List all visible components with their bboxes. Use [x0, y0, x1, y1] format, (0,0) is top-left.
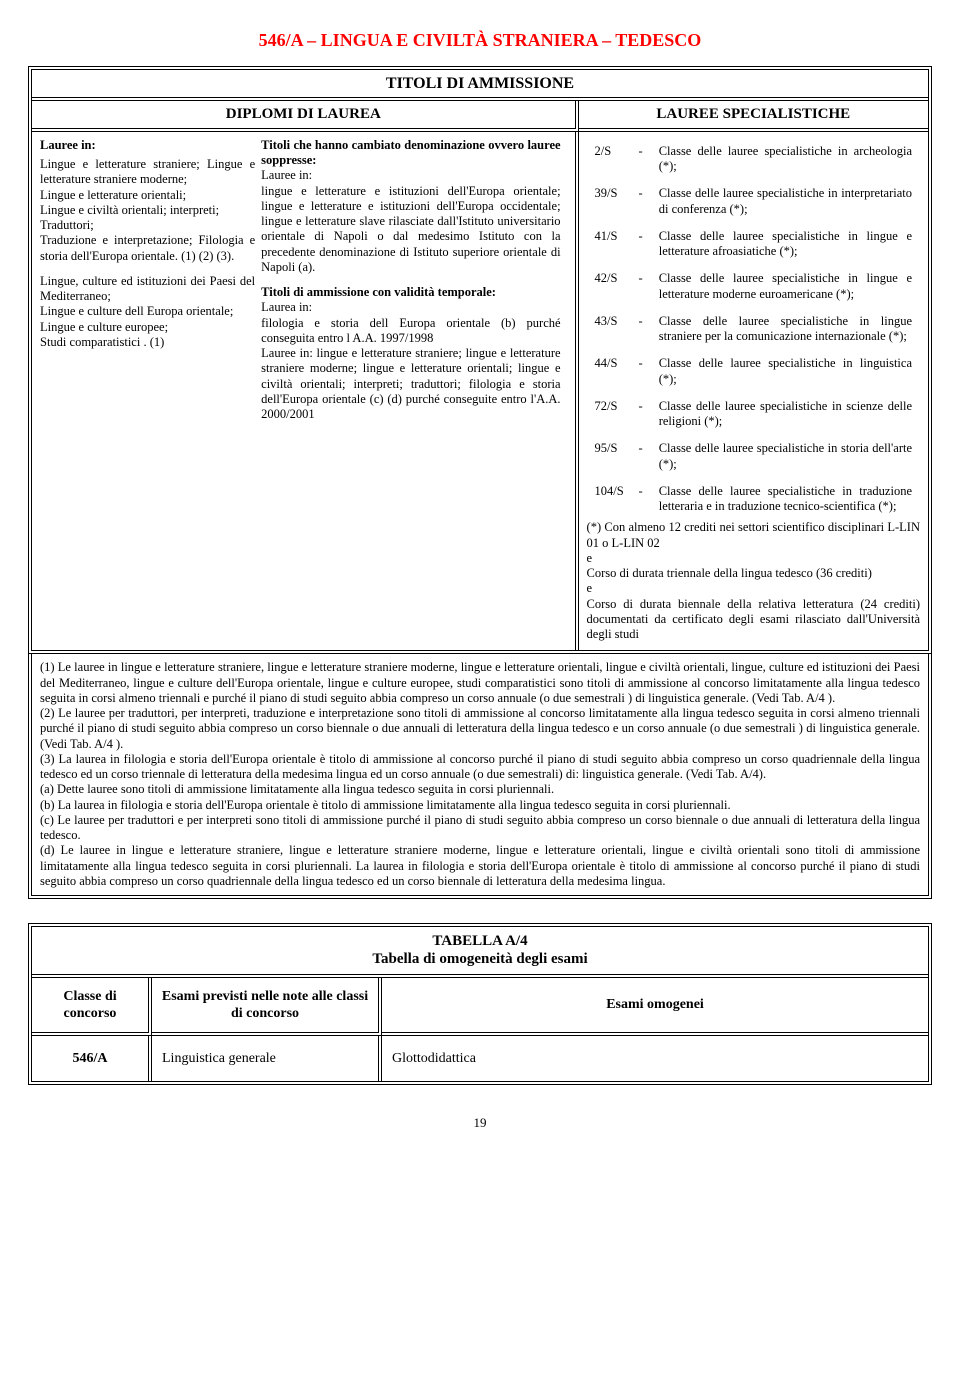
- page-number: 19: [28, 1115, 932, 1131]
- spec-text: Classe delle lauree specialistiche in ar…: [651, 138, 920, 181]
- spec-row: 2/S-Classe delle lauree specialistiche i…: [587, 138, 920, 181]
- note-2: (2) Le lauree per traduttori, per interp…: [40, 706, 920, 752]
- spec-row: 95/S-Classe delle lauree specialistiche …: [587, 435, 920, 478]
- spec-dash: -: [631, 478, 651, 521]
- header-diplomi: DIPLOMI DI LAUREA: [32, 101, 579, 131]
- spec-text: Classe delle lauree specialistiche in tr…: [651, 478, 920, 521]
- tab4-h2: Esami previsti nelle note alle classi di…: [152, 978, 382, 1036]
- col3-specialistiche: 2/S-Classe delle lauree specialistiche i…: [579, 132, 928, 651]
- spec-text: Classe delle lauree specialistiche in sc…: [651, 393, 920, 436]
- spec-text: Classe delle lauree specialistiche in li…: [651, 308, 920, 351]
- tab4-r1c3: Glottodidattica: [382, 1036, 928, 1081]
- spec-code: 44/S: [587, 350, 631, 393]
- spec-text: Classe delle lauree specialistiche in li…: [651, 350, 920, 393]
- spec-row: 39/S-Classe delle lauree specialistiche …: [587, 180, 920, 223]
- note-c: (c) Le lauree per traduttori e per inter…: [40, 813, 920, 844]
- tab4-h1: Classe di concorso: [32, 978, 152, 1036]
- col1-p4: Traduttori;: [40, 218, 255, 233]
- main-table: TITOLI DI AMMISSIONE DIPLOMI DI LAUREA L…: [28, 66, 932, 654]
- spec-code: 43/S: [587, 308, 631, 351]
- tab4-h3: Esami omogenei: [382, 978, 928, 1036]
- spec-tail-2: e: [587, 551, 920, 566]
- spec-dash: -: [631, 435, 651, 478]
- tab4-r1c2: Linguistica generale: [152, 1036, 382, 1081]
- spec-dash: -: [631, 180, 651, 223]
- spec-text: Classe delle lauree specialistiche in li…: [651, 223, 920, 266]
- spec-code: 72/S: [587, 393, 631, 436]
- note-b: (b) La laurea in filologia e storia dell…: [40, 798, 920, 813]
- spec-code: 2/S: [587, 138, 631, 181]
- col1-p3: Lingue e civiltà orientali; interpreti;: [40, 203, 255, 218]
- spec-code: 95/S: [587, 435, 631, 478]
- notes-table: (1) Le lauree in lingue e letterature st…: [28, 654, 932, 899]
- note-d: (d) Le lauree in lingue e letterature st…: [40, 843, 920, 889]
- spec-tail-5: Corso di durata biennale della relativa …: [587, 597, 920, 643]
- spec-dash: -: [631, 265, 651, 308]
- col2-p3: Lauree in: lingue e letterature stranier…: [261, 346, 560, 422]
- tab4-title1: TABELLA A/4: [32, 932, 928, 950]
- col1-p2: Lingue e letterature orientali;: [40, 188, 255, 203]
- col1-p7: Lingue e culture dell Europa orientale;: [40, 304, 255, 319]
- spec-code: 42/S: [587, 265, 631, 308]
- col2-lauree-in: Lauree in:: [261, 168, 560, 183]
- spec-row: 42/S-Classe delle lauree specialistiche …: [587, 265, 920, 308]
- col2-h1: Titoli che hanno cambiato denominazione …: [261, 138, 560, 169]
- spec-code: 104/S: [587, 478, 631, 521]
- spec-dash: -: [631, 138, 651, 181]
- spec-dash: -: [631, 350, 651, 393]
- spec-row: 43/S-Classe delle lauree specialistiche …: [587, 308, 920, 351]
- col1-p6: Lingue, culture ed istituzioni dei Paesi…: [40, 274, 255, 305]
- note-a: (a) Dette lauree sono titoli di ammissio…: [40, 782, 920, 797]
- spec-row: 72/S-Classe delle lauree specialistiche …: [587, 393, 920, 436]
- col2-p2: filologia e storia dell Europa orientale…: [261, 316, 560, 347]
- spec-dash: -: [631, 393, 651, 436]
- col1-p9: Studi comparatistici . (1): [40, 335, 255, 350]
- header-ammissione: TITOLI DI AMMISSIONE: [32, 70, 928, 102]
- col1-p5: Traduzione e interpretazione; Filologia …: [40, 233, 255, 264]
- spec-row: 41/S-Classe delle lauree specialistiche …: [587, 223, 920, 266]
- col2-titoli: Titoli che hanno cambiato denominazione …: [261, 138, 566, 423]
- col1-lauree: Lauree in: Lingue e letterature stranier…: [40, 138, 261, 423]
- spec-text: Classe delle lauree specialistiche in st…: [651, 435, 920, 478]
- note-1: (1) Le lauree in lingue e letterature st…: [40, 660, 920, 706]
- col1-lauree-in: Lauree in:: [40, 138, 255, 153]
- page-title: 546/A – LINGUA E CIVILTÀ STRANIERA – TED…: [28, 30, 932, 52]
- col1-p1: Lingue e letterature straniere; Lingue e…: [40, 157, 255, 188]
- spec-tail-1: (*) Con almeno 12 crediti nei settori sc…: [587, 520, 920, 551]
- spec-row: 44/S-Classe delle lauree specialistiche …: [587, 350, 920, 393]
- tab4-title2: Tabella di omogeneità degli esami: [32, 950, 928, 968]
- col2-h2: Titoli di ammissione con validità tempor…: [261, 285, 560, 300]
- spec-row: 104/S-Classe delle lauree specialistiche…: [587, 478, 920, 521]
- tabella-a4: TABELLA A/4 Tabella di omogeneità degli …: [28, 923, 932, 1085]
- header-specialistiche: LAUREE SPECIALISTICHE: [579, 101, 928, 131]
- spec-code: 39/S: [587, 180, 631, 223]
- tab4-r1c1: 546/A: [32, 1036, 152, 1081]
- col2-laurea-in: Laurea in:: [261, 300, 560, 315]
- spec-tail-3: Corso di durata triennale della lingua t…: [587, 566, 920, 581]
- col1-p8: Lingue e culture europee;: [40, 320, 255, 335]
- note-3: (3) La laurea in filologia e storia dell…: [40, 752, 920, 783]
- spec-dash: -: [631, 308, 651, 351]
- spec-dash: -: [631, 223, 651, 266]
- spec-text: Classe delle lauree specialistiche in li…: [651, 265, 920, 308]
- spec-code: 41/S: [587, 223, 631, 266]
- spec-text: Classe delle lauree specialistiche in in…: [651, 180, 920, 223]
- spec-tail-4: e: [587, 581, 920, 596]
- col2-p1: lingue e letterature e istituzioni dell'…: [261, 184, 560, 276]
